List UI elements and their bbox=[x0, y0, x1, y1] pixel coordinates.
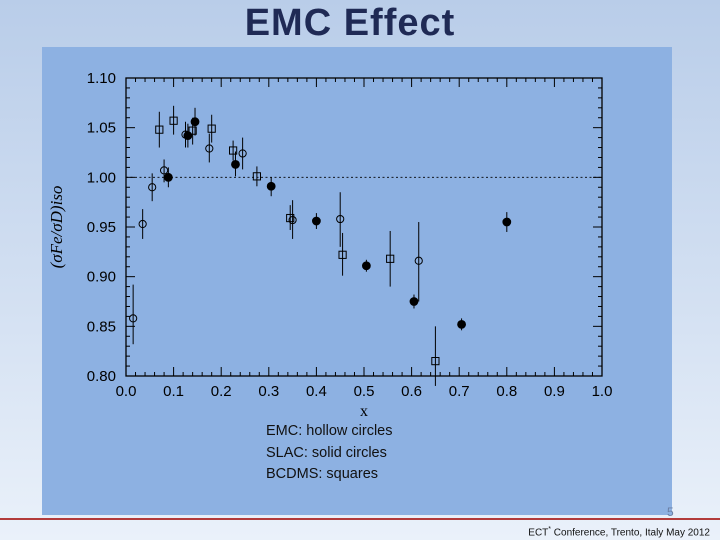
bcdms-point bbox=[386, 254, 395, 263]
axis-ticks bbox=[125, 77, 603, 377]
error-bars bbox=[132, 105, 508, 386]
x-tick-label: 0.3 bbox=[258, 383, 279, 400]
y-tick-label: 0.85 bbox=[87, 318, 116, 335]
emc-point bbox=[288, 215, 297, 225]
slac-point bbox=[502, 217, 512, 227]
emc-point bbox=[205, 144, 214, 153]
bcdms-point bbox=[169, 116, 178, 125]
x-tick-label: 0.1 bbox=[163, 383, 184, 400]
legend-caption: EMC: hollow circles SLAC: solid circles … bbox=[266, 421, 393, 486]
footer-rule bbox=[0, 518, 720, 520]
figure-panel: 0.0 0.1 0.2 0.3 0.4 0.5 0.6 0.7 0.8 0.9 1.0 0.80 0.… bbox=[42, 47, 672, 515]
bcdms-point bbox=[431, 357, 440, 366]
slac-point bbox=[163, 172, 173, 182]
footer-text: ECT* Conference, Trento, Italy May 2012 bbox=[528, 526, 710, 538]
slac-point bbox=[409, 297, 419, 306]
x-axis-title: x bbox=[360, 403, 368, 420]
bcdms-point bbox=[207, 124, 216, 133]
slac-point bbox=[266, 181, 276, 191]
x-tick-labels: 0.0 0.1 0.2 0.3 0.4 0.5 0.6 0.7 0.8 0.9 1.0 bbox=[116, 383, 613, 400]
emc-point bbox=[159, 166, 169, 175]
footer-suffix: Conference, Trento, Italy May 2012 bbox=[551, 527, 710, 539]
y-tick-label: 1.05 bbox=[87, 120, 116, 137]
emc-point bbox=[238, 149, 247, 158]
y-tick-label: 0.95 bbox=[87, 219, 116, 236]
bcdms-point bbox=[155, 125, 164, 134]
x-tick-label: 0.9 bbox=[544, 383, 565, 400]
slac-point bbox=[183, 131, 193, 141]
y-tick-label: 0.80 bbox=[87, 368, 116, 385]
emc-point bbox=[336, 214, 345, 224]
data-markers bbox=[129, 116, 512, 366]
y-tick-label: 0.90 bbox=[87, 269, 116, 286]
bcdms-point bbox=[286, 213, 295, 223]
bcdms-point bbox=[229, 146, 238, 155]
slac-point bbox=[190, 117, 200, 127]
emc-point bbox=[129, 314, 138, 323]
x-tick-label: 1.0 bbox=[592, 383, 613, 400]
caption-line-emc: EMC: hollow circles bbox=[266, 423, 393, 439]
emc-point bbox=[414, 256, 423, 265]
y-tick-labels: 0.80 0.85 0.90 0.95 1.00 1.05 1.10 bbox=[87, 70, 116, 385]
x-tick-label: 0.8 bbox=[496, 383, 517, 400]
y-tick-label: 1.10 bbox=[87, 70, 116, 87]
caption-line-bcdms: BCDMS: squares bbox=[266, 466, 379, 482]
bcdms-point bbox=[252, 172, 262, 181]
y-axis-title: (σFe/σD)iso bbox=[47, 186, 66, 269]
slac-point bbox=[361, 261, 371, 271]
slac-point bbox=[311, 216, 321, 226]
emc-point bbox=[138, 219, 147, 229]
slac-point bbox=[231, 160, 240, 169]
x-tick-label: 0.4 bbox=[306, 383, 327, 400]
x-tick-label: 0.6 bbox=[401, 383, 422, 400]
x-tick-label: 0.2 bbox=[211, 383, 232, 400]
emc-scatter-plot: 0.0 0.1 0.2 0.3 0.4 0.5 0.6 0.7 0.8 0.9 1.0 0.800.… bbox=[47, 70, 613, 420]
y-tick-label: 1.00 bbox=[87, 169, 116, 186]
x-tick-label: 0.5 bbox=[354, 383, 375, 400]
emc-point bbox=[148, 183, 157, 192]
slide-title: EMC Effect bbox=[244, 2, 456, 44]
bcdms-point bbox=[338, 250, 347, 259]
page-number: 5 bbox=[667, 505, 674, 519]
footer-prefix: ECT bbox=[528, 527, 549, 539]
x-tick-label: 0.0 bbox=[116, 383, 137, 400]
slac-point bbox=[457, 319, 466, 329]
caption-line-slac: SLAC: solid circles bbox=[266, 444, 387, 461]
x-tick-label: 0.7 bbox=[449, 383, 470, 400]
bcdms-point bbox=[188, 126, 197, 135]
footer-superscript: * bbox=[548, 526, 552, 533]
